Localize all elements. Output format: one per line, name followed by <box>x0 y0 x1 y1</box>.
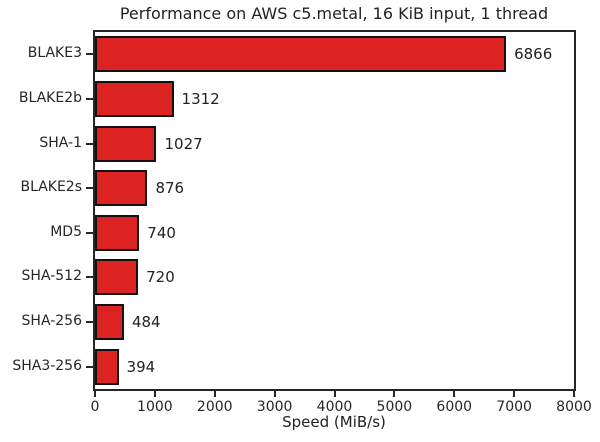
bar-value-label: 1312 <box>181 89 220 108</box>
y-tick-mark <box>86 97 93 100</box>
bar-value-label: 740 <box>147 223 176 242</box>
x-tick-label: 0 <box>90 399 100 415</box>
bar-value-label: 876 <box>155 179 185 198</box>
x-tick-label: 3000 <box>256 399 293 415</box>
x-tick-label: 6000 <box>436 399 473 415</box>
y-tick-label: SHA3-256 <box>12 357 82 374</box>
y-tick-mark <box>86 53 93 56</box>
x-tick-mark <box>393 391 396 397</box>
x-tick-mark <box>94 391 96 397</box>
x-tick-label: 2000 <box>196 399 233 415</box>
plot-area: 6866 BLAKE3 1312 BLAKE2b 1027 SHA-1 876 BLAKE2s… <box>12 30 592 415</box>
y-tick-mark <box>86 365 93 368</box>
x-tick-label: 4000 <box>316 399 353 415</box>
bar <box>95 214 140 251</box>
y-tick-mark <box>86 187 93 190</box>
bar <box>95 170 148 207</box>
y-tick-mark <box>86 142 93 145</box>
x-tick-label: 8000 <box>556 399 592 415</box>
bar-value-label: 484 <box>131 313 161 332</box>
x-tick-label: 1000 <box>137 399 173 415</box>
bar <box>95 36 507 73</box>
y-tick-mark <box>86 321 93 324</box>
y-tick-label: BLAKE2b <box>18 89 82 106</box>
x-tick-label: 5000 <box>376 399 413 415</box>
x-tick-mark <box>333 391 336 397</box>
bar <box>95 304 124 341</box>
y-tick-mark <box>86 276 93 279</box>
y-tick-label: SHA-256 <box>21 313 82 330</box>
bar <box>95 80 174 117</box>
x-tick-mark <box>273 391 276 397</box>
bar <box>95 125 157 162</box>
x-tick-mark <box>213 391 216 397</box>
y-tick-label: BLAKE3 <box>27 45 82 62</box>
bar-value-label: 1027 <box>164 134 203 153</box>
bar-value-label: 6866 <box>514 45 553 64</box>
x-tick-mark <box>153 391 156 397</box>
bar-value-label: 394 <box>126 357 156 376</box>
x-tick-mark <box>453 391 456 397</box>
x-tick-label: 7000 <box>496 399 532 415</box>
bar <box>95 259 139 296</box>
chart-title: Performance on AWS c5.metal, 16 KiB inpu… <box>119 4 549 23</box>
bar-value-label: 720 <box>146 268 175 287</box>
x-tick-mark <box>513 391 516 397</box>
y-tick-label: BLAKE2s <box>20 179 82 196</box>
y-tick-mark <box>86 231 93 234</box>
x-tick-mark <box>573 391 575 397</box>
bar <box>95 348 119 385</box>
y-tick-label: MD5 <box>50 223 82 240</box>
x-axis-label: Speed (MiB/s) <box>282 413 386 431</box>
y-tick-label: SHA-512 <box>21 268 82 285</box>
y-tick-label: SHA-1 <box>39 134 82 151</box>
